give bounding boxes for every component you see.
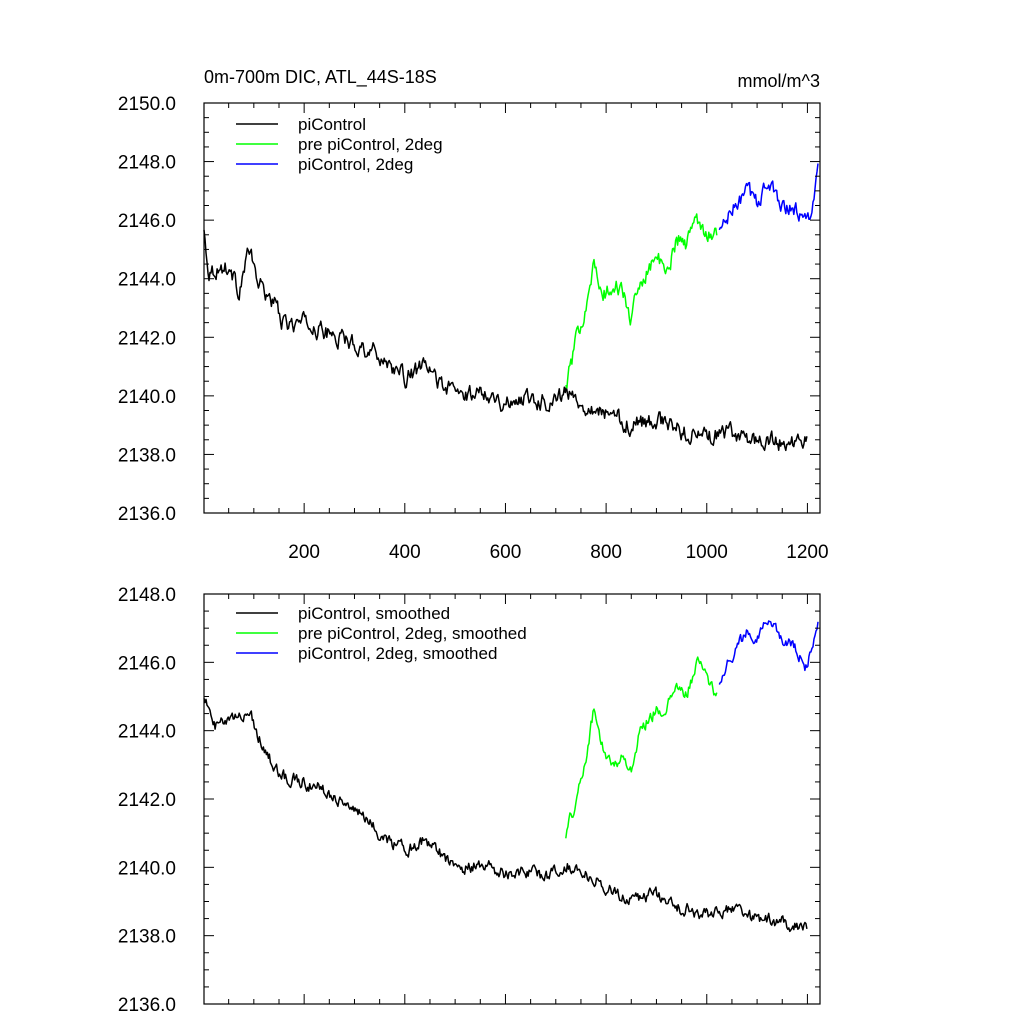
- y-tick-label: 2144.0: [118, 270, 176, 291]
- x-tick-label: 1200: [786, 542, 828, 563]
- y-tick-label: 2140.0: [118, 858, 176, 879]
- legend-label: piControl, smoothed: [298, 604, 450, 623]
- y-tick-label: 2144.0: [118, 722, 176, 743]
- x-tick-label: 200: [288, 542, 320, 563]
- plot-frame: [203, 102, 821, 514]
- y-tick-label: 2142.0: [118, 328, 176, 349]
- legend-label: piControl: [298, 115, 366, 134]
- y-tick-label: 2138.0: [118, 927, 176, 948]
- y-tick-label: 2146.0: [118, 211, 176, 232]
- series-group: [203, 620, 819, 933]
- top-panel: 0m-700m DIC, ATL_44S-18S mmol/m^3 2136.0…: [118, 67, 829, 563]
- tick-marks: [204, 593, 820, 1005]
- units-label: mmol/m^3: [738, 71, 820, 91]
- y-tick-label: 2148.0: [118, 153, 176, 174]
- series-line: [718, 163, 819, 231]
- x-tick-label: 600: [490, 542, 522, 563]
- series-line: [565, 213, 718, 389]
- y-tick-label: 2138.0: [118, 445, 176, 466]
- y-tick-label: 2136.0: [118, 504, 176, 525]
- series-group: [203, 163, 819, 452]
- legend-label: pre piControl, 2deg: [298, 135, 443, 154]
- series-line: [203, 229, 808, 452]
- x-tick-label: 1000: [686, 542, 728, 563]
- y-tick-label: 2150.0: [118, 94, 176, 115]
- legend-label: pre piControl, 2deg, smoothed: [298, 624, 527, 643]
- y-tick-label: 2142.0: [118, 790, 176, 811]
- x-tick-label: 800: [590, 542, 622, 563]
- y-tick-labels: 2136.0 2138.0 2140.0 2142.0 2144.0 2146.0 2148…: [118, 585, 176, 1016]
- bottom-panel: 2136.0 2138.0 2140.0 2142.0 2144.0 2146.0 2148…: [118, 585, 821, 1016]
- series-line: [718, 620, 819, 685]
- y-tick-labels: 2136.0 2138.0 2140.0 2142.0 2144.0 2146.0 2148…: [118, 94, 176, 525]
- y-tick-label: 2140.0: [118, 387, 176, 408]
- plot-frame: [203, 593, 821, 1005]
- legend-label: piControl, 2deg: [298, 155, 413, 174]
- tick-marks: [204, 102, 820, 514]
- legend-label: piControl, 2deg, smoothed: [298, 644, 497, 663]
- chart-title: 0m-700m DIC, ATL_44S-18S: [204, 67, 437, 88]
- series-line: [565, 656, 718, 839]
- y-tick-label: 2146.0: [118, 653, 176, 674]
- y-tick-label: 2148.0: [118, 585, 176, 606]
- x-tick-label: 400: [389, 542, 421, 563]
- series-line: [203, 698, 808, 933]
- y-tick-label: 2136.0: [118, 995, 176, 1016]
- x-tick-labels: 200 400 600 800 1000 1200: [288, 542, 828, 563]
